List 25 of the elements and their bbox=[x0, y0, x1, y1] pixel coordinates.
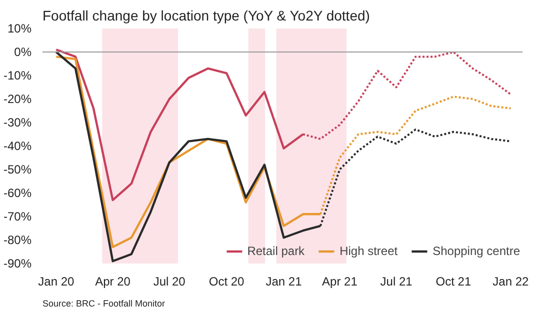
y-tick-label: -30% bbox=[3, 116, 32, 130]
y-tick-label: 0% bbox=[14, 45, 32, 59]
y-tick-label: -90% bbox=[3, 256, 32, 270]
legend-label: High street bbox=[340, 244, 398, 258]
x-tick-label: Jan 20 bbox=[38, 274, 75, 288]
y-tick-label: -50% bbox=[3, 162, 32, 176]
x-tick-label: Jan 22 bbox=[492, 274, 530, 288]
y-tick-label: -20% bbox=[3, 92, 32, 106]
y-tick-label: 10% bbox=[7, 22, 32, 36]
y-tick-label: -70% bbox=[3, 210, 32, 224]
x-tick-label: Jan 21 bbox=[266, 274, 302, 288]
y-tick-label: -60% bbox=[3, 186, 32, 200]
x-tick-label: Apr 20 bbox=[95, 274, 131, 288]
source-note: Source: BRC - Footfall Monitor bbox=[42, 298, 166, 308]
y-tick-label: -40% bbox=[3, 139, 32, 153]
y-tick-label: -80% bbox=[3, 233, 32, 247]
x-tick-label: Jul 21 bbox=[380, 274, 413, 288]
x-tick-label: Oct 20 bbox=[208, 274, 245, 288]
legend-label: Retail park bbox=[247, 244, 305, 258]
legend-label: Shopping centre bbox=[432, 244, 520, 258]
y-tick-label: -10% bbox=[3, 68, 32, 82]
x-tick-label: Apr 21 bbox=[322, 274, 358, 288]
x-tick-label: Jul 20 bbox=[153, 274, 186, 288]
chart-title: Footfall change by location type (YoY & Yo2Y dotted) bbox=[42, 8, 370, 24]
x-tick-label: Oct 21 bbox=[436, 274, 472, 288]
